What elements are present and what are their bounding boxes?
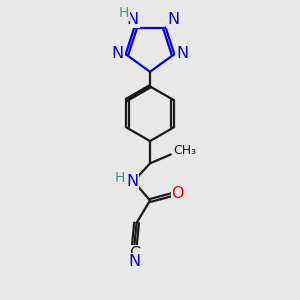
Text: CH₃: CH₃ xyxy=(173,144,196,158)
Text: N: N xyxy=(176,46,188,61)
Text: H: H xyxy=(118,7,129,20)
Text: N: N xyxy=(126,174,138,189)
Text: H: H xyxy=(115,171,125,185)
Text: N: N xyxy=(112,46,124,61)
Text: N: N xyxy=(129,254,141,269)
Text: N: N xyxy=(127,12,139,27)
Text: N: N xyxy=(167,12,179,27)
Text: C: C xyxy=(129,246,140,261)
Text: O: O xyxy=(171,186,184,201)
